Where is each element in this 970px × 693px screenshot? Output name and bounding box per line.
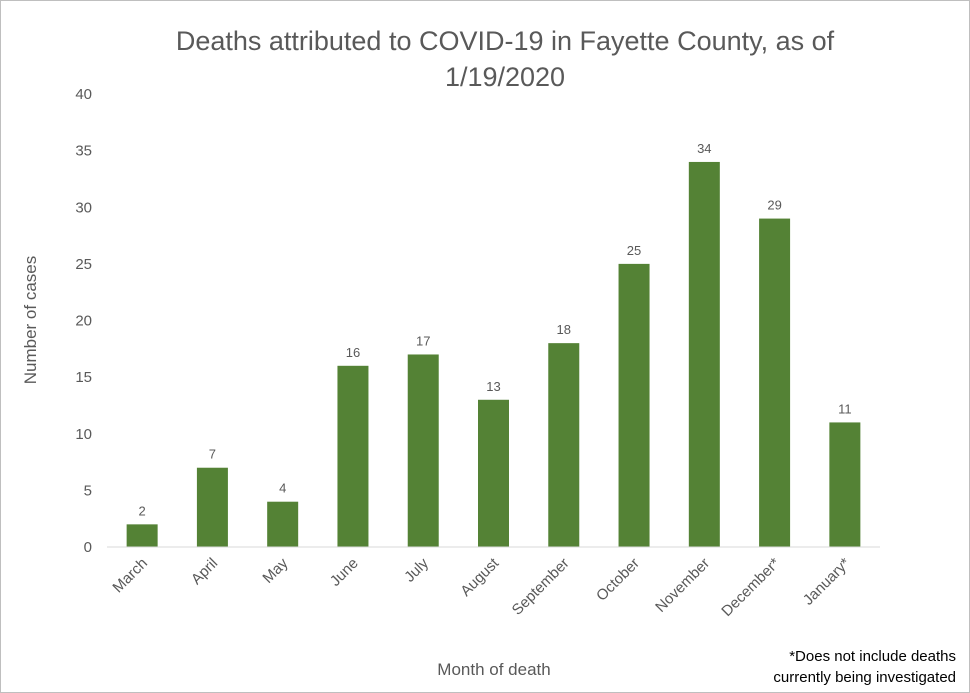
bar <box>618 263 650 547</box>
x-axis-category-labels: March April May June July August September Octo… <box>109 554 853 620</box>
bar <box>337 365 369 547</box>
bar <box>126 524 158 547</box>
footnote: *Does not include deaths currently being… <box>773 646 956 688</box>
bar <box>688 161 720 547</box>
y-axis-ticks: 0 5 10 15 20 25 30 35 40 <box>75 86 92 556</box>
footnote-line-1: *Does not include deaths <box>789 648 956 665</box>
bar <box>548 343 580 547</box>
y-tick-label: 0 <box>84 539 92 556</box>
chart-title-line-1: Deaths attributed to COVID-19 in Fayette… <box>175 26 835 56</box>
data-labels: 2 7 4 16 17 13 18 25 34 29 11 <box>139 141 852 518</box>
y-tick-label: 15 <box>75 369 92 386</box>
x-category-label: August <box>457 554 503 600</box>
bar <box>196 467 228 547</box>
x-category-label: November <box>652 555 713 616</box>
bar-value-label: 29 <box>767 198 781 213</box>
y-tick-label: 40 <box>75 86 92 103</box>
y-tick-label: 30 <box>75 199 92 216</box>
x-category-label: September <box>509 555 573 619</box>
chart-title-line-2: 1/19/2020 <box>444 62 566 92</box>
x-category-label: March <box>109 555 150 596</box>
bars <box>126 161 861 547</box>
bar-value-label: 16 <box>346 345 360 360</box>
bar-value-label: 2 <box>139 503 146 518</box>
y-tick-label: 5 <box>84 482 92 499</box>
footnote-line-2: currently being investigated <box>773 669 956 686</box>
bar <box>478 399 509 547</box>
bar-value-label: 34 <box>697 141 711 156</box>
bar <box>759 218 791 547</box>
y-tick-label: 10 <box>75 426 92 443</box>
bar-value-label: 17 <box>416 333 430 348</box>
x-axis-title: Month of death <box>437 660 550 679</box>
x-category-label: April <box>188 555 221 588</box>
x-category-label: July <box>401 554 432 585</box>
y-tick-label: 35 <box>75 143 92 160</box>
bar <box>407 354 439 547</box>
bar <box>829 422 861 547</box>
bar-value-label: 13 <box>486 379 500 394</box>
y-tick-label: 20 <box>75 313 92 330</box>
x-category-label: May <box>259 554 291 586</box>
x-category-label: January* <box>800 555 854 609</box>
x-category-label: December* <box>718 555 783 620</box>
bar-value-label: 18 <box>557 322 571 337</box>
x-category-label: October <box>593 555 643 605</box>
y-axis-title: Number of cases <box>21 256 40 385</box>
bar <box>267 501 299 547</box>
y-tick-label: 25 <box>75 256 92 273</box>
bar-value-label: 11 <box>838 401 852 416</box>
x-category-label: June <box>327 555 362 590</box>
bar-value-label: 4 <box>279 481 286 496</box>
bar-value-label: 7 <box>209 447 216 462</box>
bar-value-label: 25 <box>627 243 641 258</box>
